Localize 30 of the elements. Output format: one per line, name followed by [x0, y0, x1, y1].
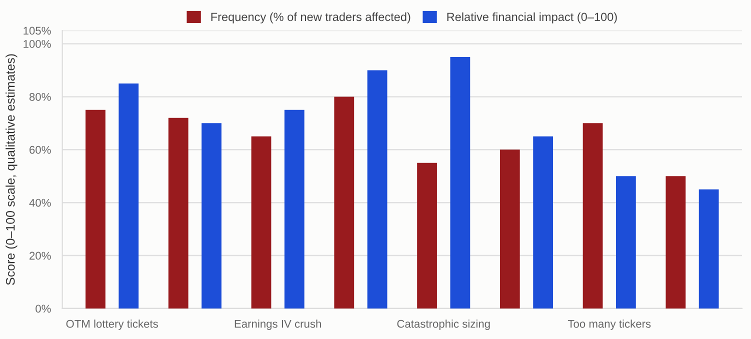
bar — [666, 176, 686, 308]
bar — [698, 189, 719, 308]
y-tick-label: 105% — [24, 26, 51, 35]
x-tick-label: Earnings IV crush — [234, 320, 321, 330]
bar — [284, 110, 304, 308]
legend-label: Relative financial impact (0–100) — [447, 12, 617, 24]
bar — [616, 176, 636, 308]
y-tick-label: 0% — [36, 304, 51, 313]
x-tick-label: OTM lottery tickets — [66, 320, 158, 330]
bar — [533, 136, 554, 308]
y-tick-label: 80% — [29, 92, 51, 101]
y-tick-label: 100% — [24, 40, 51, 48]
bar — [118, 83, 139, 308]
legend-label: Frequency (% of new traders affected) — [211, 12, 410, 24]
bar — [582, 123, 603, 308]
bar — [202, 123, 222, 308]
bar — [251, 136, 272, 308]
y-tick-label: 40% — [29, 198, 51, 207]
y-tick-label: 60% — [30, 146, 51, 154]
bar — [334, 96, 354, 308]
bar — [417, 162, 437, 308]
y-axis-title: Score (0–100 scale, qualitative estimates) — [6, 54, 18, 285]
bar — [367, 70, 388, 308]
bar — [86, 110, 106, 308]
bar — [450, 56, 470, 308]
bar — [500, 150, 520, 308]
bar — [168, 118, 188, 308]
y-tick-label: 20% — [30, 252, 51, 260]
x-tick-label: Catastrophic sizing — [397, 320, 490, 330]
x-tick-label: Too many tickers — [568, 320, 651, 330]
